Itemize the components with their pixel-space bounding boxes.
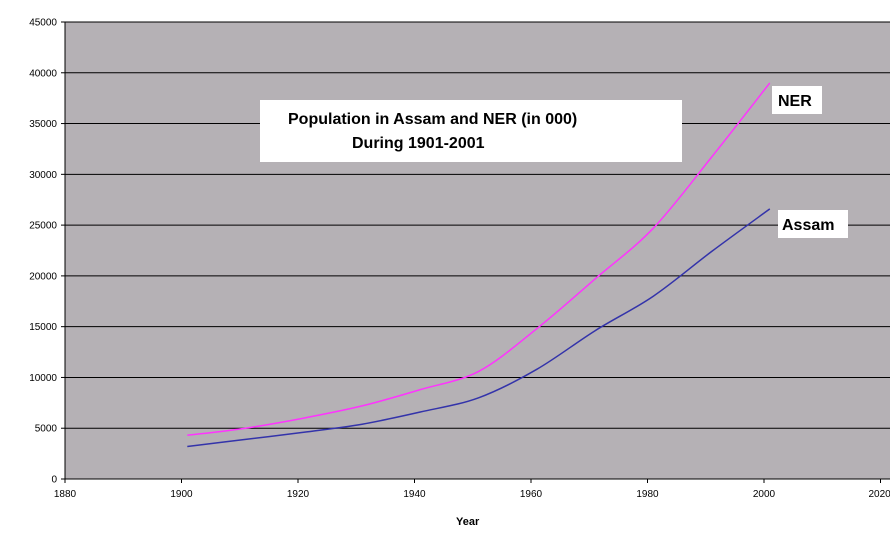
assam-label-box [778,210,848,238]
axis-ticks: 0 5000 10000 15000 20000 25000 30000 35000 40000… [29,18,890,501]
y-tick-label: 20000 [29,271,57,282]
plot-area [65,22,890,479]
y-tick-label: 25000 [29,221,57,232]
series-line-ner [187,82,771,437]
y-tick-label: 35000 [29,119,57,130]
y-tick-label: 5000 [35,424,58,435]
x-tick-label: 1960 [520,489,543,500]
chart-title: Population in Assam and NER (in 000) [288,111,577,128]
x-tick-label: 1880 [54,489,77,500]
x-tick-label: 1900 [170,489,193,500]
series-line-assam [187,208,771,448]
x-axis-title: Year [456,516,480,528]
gridlines [65,21,890,429]
x-tick-label: 2020 [869,489,890,500]
x-tick-label: 1980 [636,489,659,500]
y-tick-label: 10000 [29,373,57,384]
title-box [260,100,682,162]
y-tick-label: 15000 [29,322,57,333]
series-label-ner: NER [778,93,812,110]
y-tick-label: 30000 [29,170,57,181]
x-tick-label: 1940 [403,489,426,500]
x-tick-label: 2000 [753,489,776,500]
series-label-assam: Assam [782,217,834,234]
y-tick-label: 0 [51,475,57,486]
ner-label-box [772,86,822,114]
series [187,82,771,448]
y-tick-label: 45000 [29,18,57,29]
x-tick-label: 1920 [287,489,310,500]
chart-subtitle: During 1901-2001 [352,135,485,152]
y-tick-label: 40000 [29,68,57,79]
